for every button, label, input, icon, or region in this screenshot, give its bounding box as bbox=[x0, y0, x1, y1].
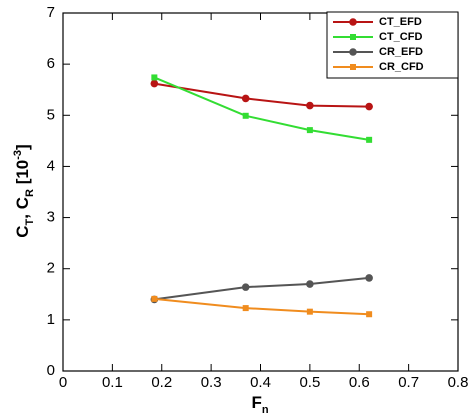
marker bbox=[365, 274, 373, 282]
marker bbox=[306, 280, 314, 288]
y-tick-label: 5 bbox=[47, 106, 55, 123]
marker bbox=[150, 79, 159, 88]
marker bbox=[349, 18, 357, 26]
x-tick-label: 0.3 bbox=[201, 374, 222, 391]
marker bbox=[241, 94, 250, 103]
marker bbox=[151, 295, 158, 302]
marker bbox=[306, 308, 313, 315]
marker bbox=[151, 74, 158, 81]
x-tick-label: 0.7 bbox=[398, 374, 419, 391]
y-tick-label: 0 bbox=[47, 362, 55, 379]
series-line bbox=[154, 82, 370, 108]
marker bbox=[350, 34, 356, 40]
y-tick-label: 4 bbox=[47, 157, 55, 174]
marker bbox=[242, 112, 249, 119]
marker bbox=[366, 136, 373, 143]
legend-label: CT_CFD bbox=[379, 31, 422, 43]
marker bbox=[349, 48, 357, 56]
legend-label: CR_EFD bbox=[379, 46, 423, 58]
marker bbox=[306, 127, 313, 134]
marker bbox=[350, 64, 356, 70]
x-tick-label: 0.2 bbox=[151, 374, 172, 391]
legend-label: CR_CFD bbox=[379, 61, 424, 73]
series-line bbox=[154, 297, 370, 316]
x-tick-label: 0.4 bbox=[250, 374, 271, 391]
series-line bbox=[154, 276, 370, 301]
marker bbox=[365, 102, 373, 111]
x-tick-label: 0.1 bbox=[102, 374, 123, 391]
marker bbox=[242, 305, 249, 312]
y-tick-label: 1 bbox=[47, 311, 55, 328]
marker bbox=[241, 283, 250, 291]
y-tick-label: 2 bbox=[47, 260, 55, 277]
y-axis-label: CT, CR [10-3] bbox=[12, 144, 36, 237]
x-tick-label: 0.8 bbox=[448, 374, 469, 391]
legend-label: CT_EFD bbox=[379, 16, 422, 28]
x-tick-label: 0 bbox=[59, 374, 67, 391]
y-tick-label: 6 bbox=[47, 55, 55, 72]
x-tick-label: 0.6 bbox=[349, 374, 370, 391]
marker bbox=[366, 311, 373, 318]
x-tick-label: 0.5 bbox=[299, 374, 320, 391]
series-line bbox=[153, 76, 370, 141]
x-axis-label: Fn bbox=[251, 393, 268, 414]
y-tick-label: 3 bbox=[47, 209, 55, 226]
y-tick-label: 7 bbox=[47, 4, 55, 21]
marker bbox=[306, 101, 314, 110]
